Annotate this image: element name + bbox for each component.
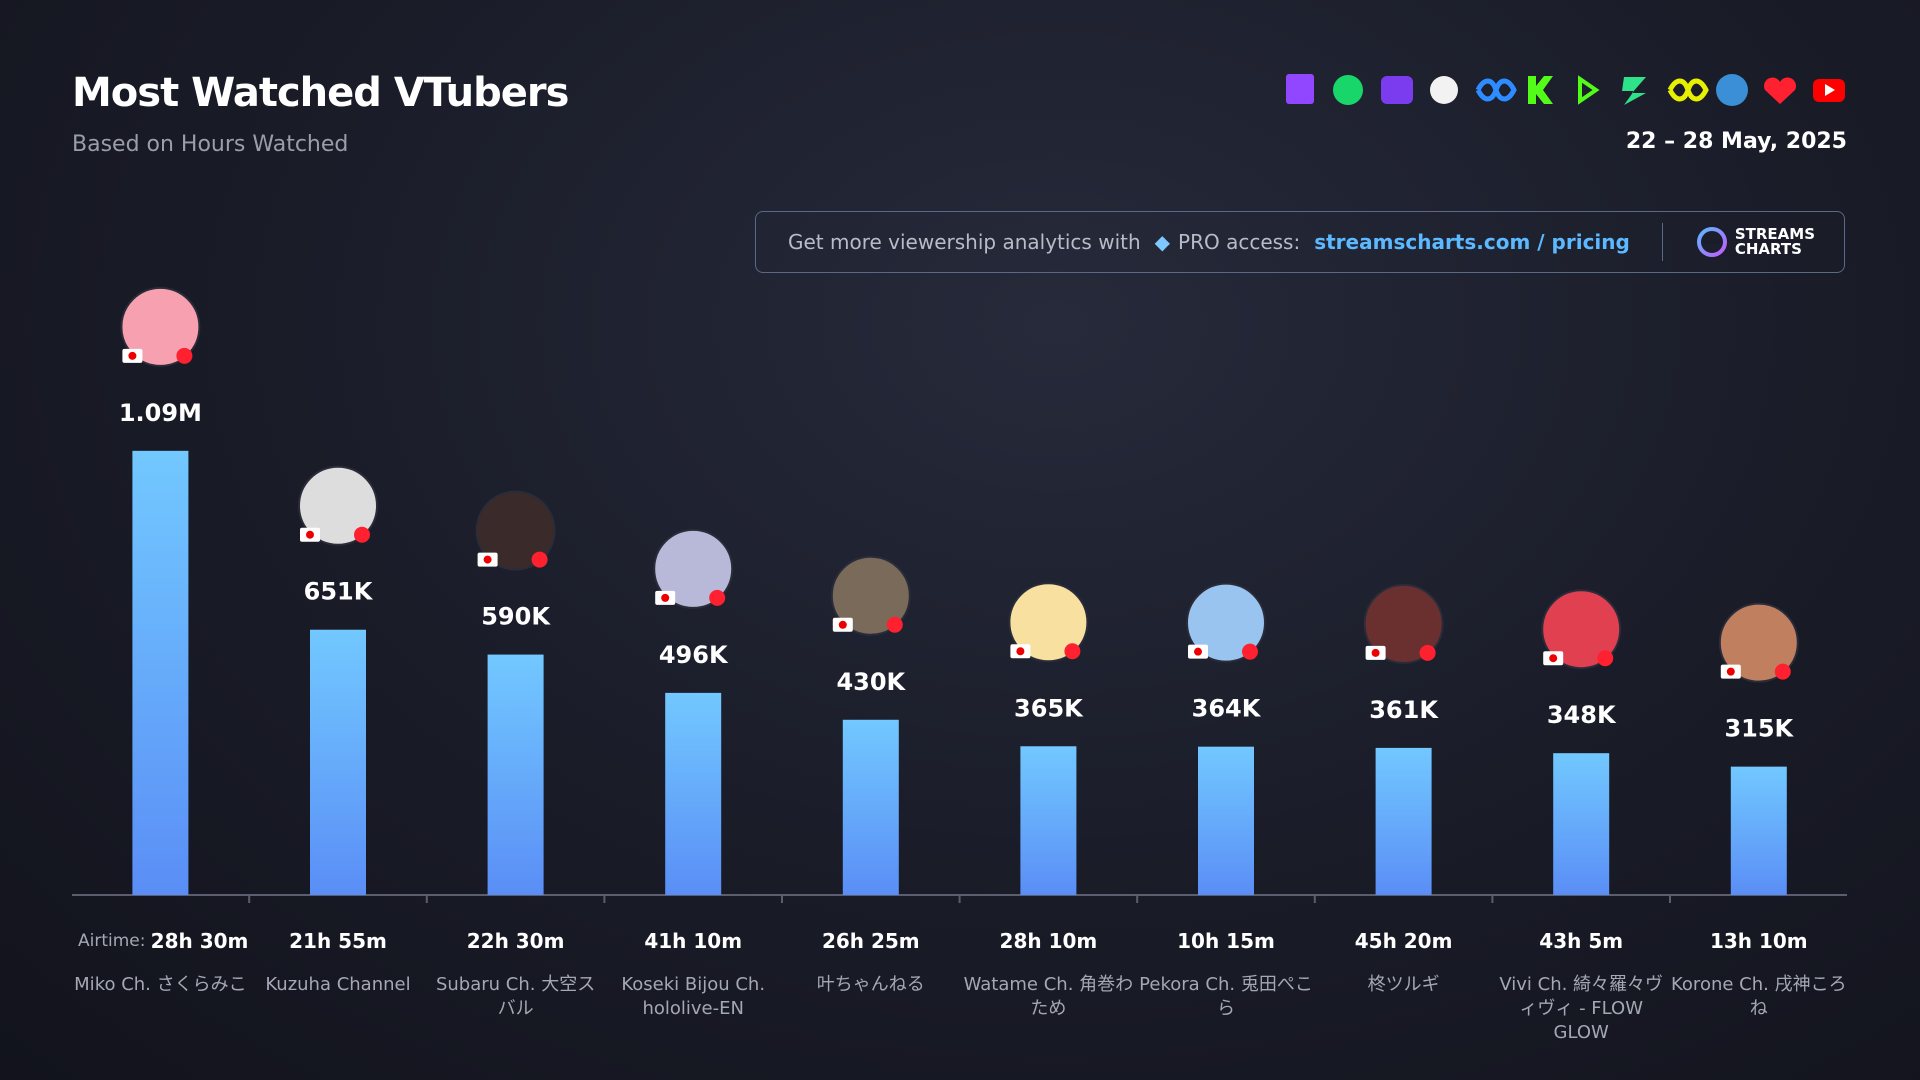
flag-dot	[483, 555, 492, 564]
platform-badge	[1597, 650, 1614, 667]
flag-dot	[661, 593, 670, 602]
value-label: 361K	[1369, 696, 1439, 724]
platform-badge	[1064, 643, 1081, 660]
x-tick-label: Koseki Bijou Ch. hololive-EN	[621, 974, 766, 1019]
bar	[1198, 746, 1254, 895]
bar	[1375, 747, 1432, 895]
x-tick-label: Miko Ch. さくらみこ	[74, 974, 247, 995]
value-label: 590K	[481, 603, 551, 631]
value-label: 651K	[304, 578, 374, 606]
platform-badge	[709, 589, 726, 606]
airtime: 26h 25m	[821, 929, 920, 953]
promo-text: Get more viewership analytics with	[788, 230, 1141, 254]
logo-text: CHARTS	[1734, 240, 1802, 258]
subtitle: Based on Hours Watched	[72, 132, 349, 157]
avatar-circle	[653, 528, 734, 609]
value-label: 496K	[659, 641, 729, 669]
platform-badge	[1419, 644, 1436, 661]
platform-badge	[1242, 643, 1258, 660]
x-tick-label: 柊ツルギ	[1367, 974, 1440, 995]
flag-dot	[1371, 648, 1380, 657]
platform-badge	[531, 551, 548, 568]
platform-badge	[1774, 663, 1791, 680]
date-range: 22 – 28 May, 2025	[1625, 129, 1847, 154]
value-label: 364K	[1192, 695, 1262, 723]
flag-dot	[1194, 647, 1202, 656]
promo-link[interactable]: streamscharts.com / pricing	[1314, 230, 1630, 254]
diamond-icon: ◆	[1154, 230, 1171, 254]
avatar	[120, 286, 201, 367]
airtime: 45h 20m	[1354, 929, 1453, 953]
x-tick-label: Pekora Ch. 兎田ぺこら	[1139, 974, 1313, 1019]
airtime-caption: Airtime:	[78, 931, 146, 951]
bar	[1730, 766, 1787, 895]
flag-dot	[306, 530, 314, 539]
avatar-circle	[1186, 582, 1266, 663]
airtime: 10h 15m	[1177, 929, 1275, 953]
x-tick-label: Vivi Ch. 綺々羅々ヴィヴィ - FLOW GLOW	[1499, 974, 1664, 1043]
platform-badge	[886, 616, 903, 633]
flag-dot	[1016, 647, 1025, 656]
platform-badge	[354, 526, 370, 543]
avatar	[1363, 583, 1444, 664]
bar	[132, 450, 189, 895]
airtime: 21h 55m	[289, 929, 387, 953]
x-tick-label: Subaru Ch. 大空スバル	[435, 974, 596, 1019]
logo-text: STREAMS	[1734, 225, 1816, 243]
value-label: 1.09M	[119, 399, 202, 427]
logo-icon	[1696, 227, 1727, 257]
flag-dot	[1549, 654, 1558, 663]
avatar-circle	[1718, 602, 1799, 683]
avatar-circle	[1363, 583, 1444, 664]
x-tick-label: Korone Ch. 戌神ころね	[1671, 974, 1847, 1019]
avatar	[1186, 582, 1266, 663]
avatar-circle	[1008, 582, 1089, 663]
avatar	[1008, 582, 1089, 663]
platform-icons	[1286, 74, 1845, 106]
promo-banner: Get more viewership analytics with ◆ PRO…	[755, 211, 1845, 273]
bar	[1020, 746, 1077, 895]
x-tick-label: Kuzuha Channel	[265, 974, 411, 995]
value-label: 365K	[1014, 694, 1084, 722]
avatar-circle	[475, 490, 556, 571]
flag-dot	[1726, 667, 1735, 676]
title: Most Watched VTubers	[72, 70, 569, 116]
bar	[310, 629, 366, 895]
flag-dot	[838, 620, 847, 629]
avatar	[1541, 589, 1622, 670]
avatar	[1718, 602, 1799, 683]
airtime: 28h 10m	[999, 929, 1098, 953]
avatar	[653, 528, 734, 609]
promo-pro: PRO access:	[1178, 230, 1301, 254]
airtime: 13h 10m	[1709, 929, 1808, 953]
bar	[842, 719, 899, 895]
value-label: 348K	[1547, 701, 1617, 729]
avatar-circle	[830, 555, 911, 636]
avatar	[830, 555, 911, 636]
avatar-circle	[1541, 589, 1622, 670]
bar	[487, 654, 544, 895]
avatar-circle	[298, 465, 378, 546]
bar	[665, 692, 722, 895]
logo: STREAMS CHARTS	[1695, 225, 1815, 259]
airtime: 22h 30m	[466, 929, 565, 953]
avatar	[475, 490, 556, 571]
bar	[1553, 753, 1610, 895]
airtime: 41h 10m	[644, 929, 743, 953]
x-tick-label: 叶ちゃんねる	[816, 974, 925, 995]
avatar	[298, 465, 378, 546]
airtime: 28h 30m	[150, 929, 249, 953]
x-tick-label: Watame Ch. 角巻わため	[963, 974, 1134, 1019]
value-label: 315K	[1724, 715, 1794, 743]
separator	[1661, 223, 1663, 261]
value-label: 430K	[836, 668, 906, 696]
flag-dot	[128, 351, 137, 360]
avatar-circle	[120, 286, 201, 367]
airtime: 43h 5m	[1539, 929, 1624, 953]
platform-badge	[176, 347, 193, 364]
